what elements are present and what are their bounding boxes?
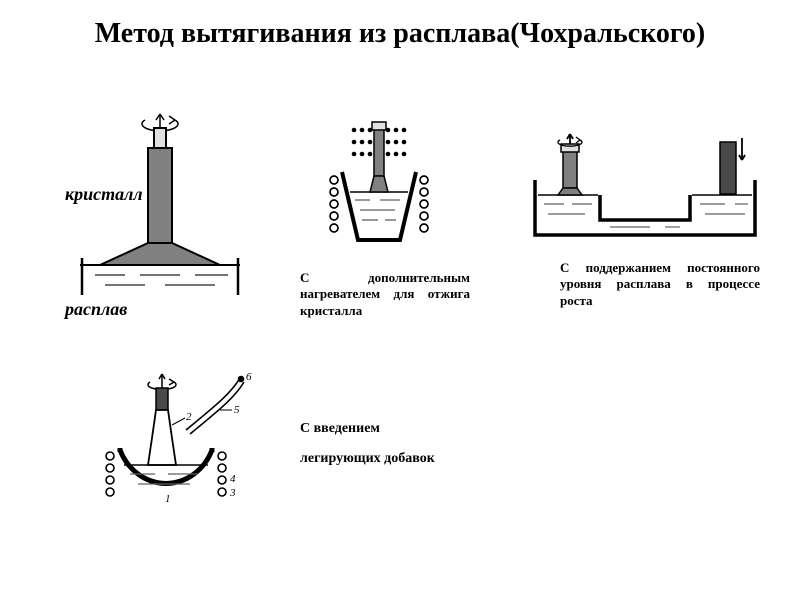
svg-text:3: 3 [229, 487, 236, 499]
label-melt: расплав [63, 299, 127, 319]
page: Метод вытягивания из расплава(Чохральско… [0, 0, 800, 600]
diagram-dopant: 1 2 3 4 5 6 [90, 370, 270, 550]
svg-text:1: 1 [165, 493, 171, 505]
caption-heater: С дополнительным нагревателем для отжига… [300, 270, 470, 319]
diagram-main: кристалл расплав [60, 110, 260, 320]
svg-text:2: 2 [186, 411, 192, 423]
svg-text:4: 4 [230, 473, 236, 485]
svg-text:6: 6 [246, 371, 252, 383]
page-title: Метод вытягивания из расплава(Чохральско… [0, 18, 800, 50]
diagram-heater [300, 120, 460, 260]
caption-level: С поддержанием постоянного уровня распла… [560, 260, 760, 309]
svg-text:5: 5 [234, 404, 240, 416]
label-crystal: кристалл [65, 184, 143, 204]
caption-dopant-2: легирующих добавок [300, 450, 520, 468]
diagram-level [530, 130, 760, 250]
caption-dopant-1: С введением [300, 420, 500, 438]
